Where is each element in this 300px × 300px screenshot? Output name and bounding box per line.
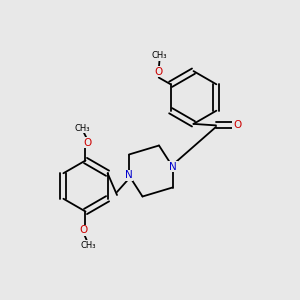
Text: CH₃: CH₃ <box>74 124 90 133</box>
Text: O: O <box>233 120 242 130</box>
Text: CH₃: CH₃ <box>81 241 96 250</box>
Text: O: O <box>80 225 88 236</box>
Text: N: N <box>124 170 132 181</box>
Text: N: N <box>169 161 177 172</box>
Text: O: O <box>154 67 163 76</box>
Text: CH₃: CH₃ <box>152 51 167 60</box>
Text: O: O <box>83 137 91 148</box>
